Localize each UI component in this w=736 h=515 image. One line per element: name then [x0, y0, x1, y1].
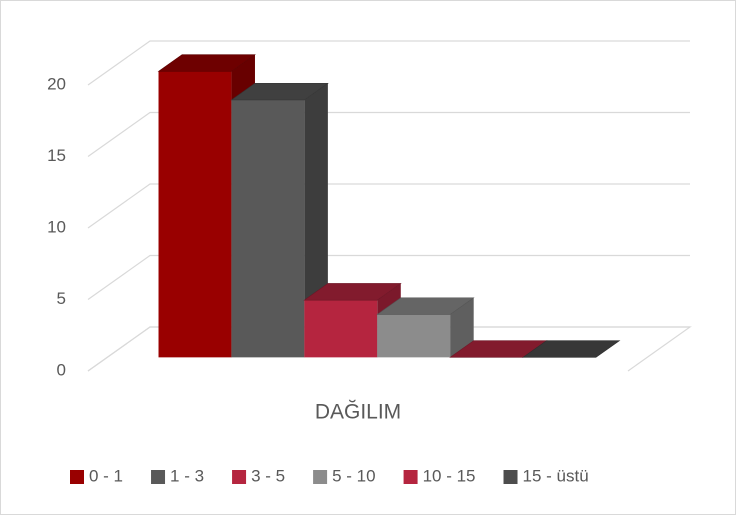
- x-tick-label: DAĞILIM: [315, 401, 401, 424]
- legend-swatch: [313, 470, 328, 484]
- y-tick-label: 15: [47, 146, 66, 165]
- legend-swatch: [70, 470, 84, 484]
- grid-line: [87, 254, 690, 300]
- legend-label: 5 - 10: [332, 466, 375, 485]
- bar: [231, 99, 305, 358]
- y-tick-label: 20: [47, 74, 66, 93]
- y-tick-label: 5: [57, 289, 66, 308]
- legend-swatch: [232, 470, 247, 484]
- grid-line: [87, 111, 690, 157]
- legend-swatch: [503, 470, 518, 484]
- bar-top: [376, 297, 475, 315]
- grid-line: [87, 40, 690, 86]
- legend-swatch: [403, 470, 418, 484]
- bar-top: [303, 283, 402, 301]
- legend-label: 0 - 1: [89, 466, 123, 485]
- bar: [158, 71, 232, 358]
- y-tick-label: 0: [57, 360, 66, 379]
- grid-line: [87, 326, 690, 372]
- legend-swatch: [151, 470, 166, 484]
- legend-label: 1 - 3: [170, 466, 204, 485]
- bar-top: [157, 54, 256, 72]
- legend-label: 15 - üstü: [523, 466, 589, 485]
- bar-top: [230, 82, 329, 101]
- grid-line: [87, 183, 690, 229]
- bar: [304, 300, 378, 358]
- bar-side: [450, 297, 474, 358]
- legend-label: 3 - 5: [251, 466, 285, 485]
- y-tick-label: 10: [47, 217, 66, 236]
- bar-top: [522, 340, 621, 358]
- legend-label: 10 - 15: [423, 466, 476, 485]
- bar: [377, 314, 451, 358]
